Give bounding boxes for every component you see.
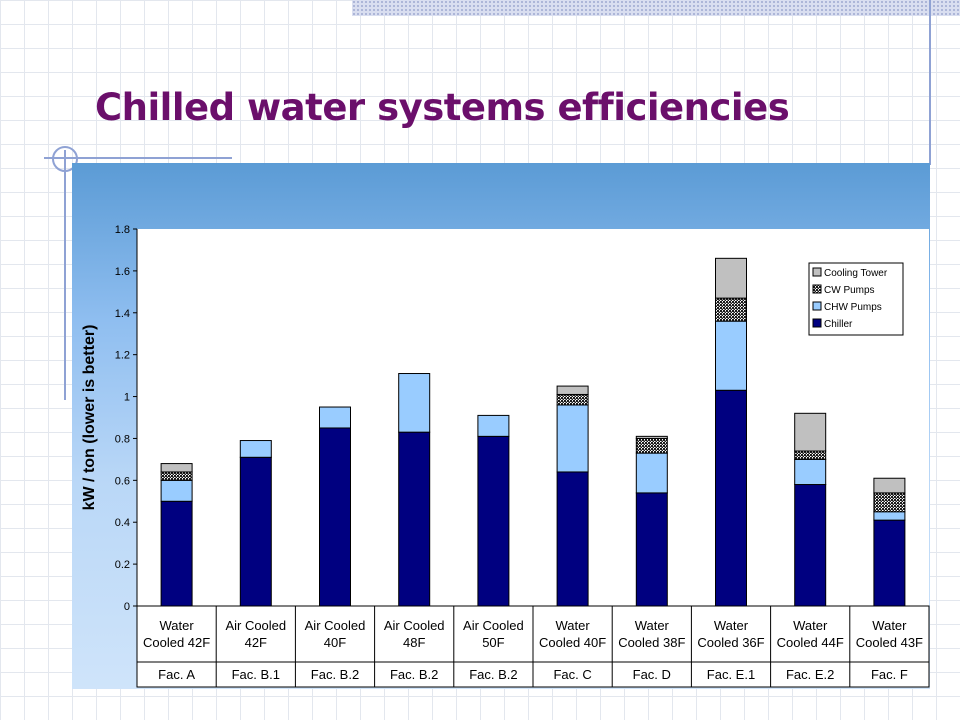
category-label-line1: Water: [555, 618, 590, 633]
category-label-line1: Air Cooled: [463, 618, 524, 633]
y-tick-label: 0.4: [115, 517, 130, 529]
decorative-vertical-rule: [64, 150, 66, 400]
category-label-line2: 48F: [403, 635, 425, 650]
category-label-line2: 50F: [482, 635, 504, 650]
category-label-line2: Cooled 43F: [856, 635, 923, 650]
category-label-line2: Cooled 40F: [539, 635, 606, 650]
category-label-line1: Water: [872, 618, 907, 633]
bar-segment-chw-pumps: [319, 406, 351, 429]
facility-label: Fac. D: [633, 667, 671, 682]
bar-segment-cw-pumps: [715, 297, 747, 322]
bar-segment-chw-pumps: [160, 479, 193, 502]
bar-segment-cw-pumps: [794, 450, 827, 460]
category-label-line1: Water: [714, 618, 749, 633]
legend-swatch-chw-pumps: [812, 301, 822, 311]
y-axis-label: kW / ton (lower is better): [81, 325, 98, 511]
facility-label: Fac. C: [553, 667, 591, 682]
top-decorative-band: [352, 0, 960, 16]
bar-segment-chw-pumps: [873, 511, 906, 521]
bar-segment-cw-pumps: [873, 492, 906, 513]
legend-box: [808, 262, 904, 336]
facility-label: Fac. B.2: [469, 667, 517, 682]
category-label-line2: Cooled 36F: [697, 635, 764, 650]
bar-segment-chw-pumps: [715, 320, 747, 391]
category-label-line2: Cooled 42F: [143, 635, 210, 650]
legend-label: CW Pumps: [824, 285, 875, 296]
category-label-line2: 40F: [324, 635, 346, 650]
y-tick-label: 0: [124, 601, 130, 613]
category-label-line2: Cooled 38F: [618, 635, 685, 650]
slide-title: Chilled water systems efficiencies: [95, 86, 790, 129]
legend-swatch-cw-pumps: [812, 284, 822, 294]
category-label-line1: Air Cooled: [384, 618, 445, 633]
bar-segment-chiller: [635, 492, 668, 607]
bar-segment-cooling-tower: [635, 435, 668, 439]
y-tick-label: 1.8: [115, 224, 130, 236]
category-label-line2: Cooled 44F: [777, 635, 844, 650]
y-tick-label: 1.4: [115, 308, 130, 320]
y-tick-label: 0.2: [115, 559, 130, 571]
bar-segment-chw-pumps: [635, 452, 668, 494]
category-label-line1: Air Cooled: [305, 618, 366, 633]
bar-segment-cooling-tower: [794, 412, 827, 452]
bar-segment-chw-pumps: [556, 404, 589, 473]
legend-swatch-cooling-tower: [812, 267, 822, 277]
bar-segment-cw-pumps: [556, 393, 589, 406]
category-label-line1: Water: [635, 618, 670, 633]
facility-label: Fac. F: [871, 667, 908, 682]
facility-label: Fac. B.2: [390, 667, 438, 682]
bar-segment-cw-pumps: [635, 437, 668, 454]
y-tick-label: 1.6: [115, 266, 130, 278]
bar-segment-chiller: [556, 471, 589, 607]
bar-segment-chw-pumps: [477, 414, 510, 437]
bar-segment-chiller: [160, 500, 193, 607]
legend-label: Chiller: [824, 319, 853, 330]
bar-segment-chw-pumps: [239, 440, 272, 458]
legend-label: CHW Pumps: [824, 302, 882, 313]
facility-label: Fac. E.2: [786, 667, 834, 682]
y-tick-label: 0.8: [115, 433, 130, 445]
bar-segment-cooling-tower: [160, 463, 193, 473]
bar-segment-chiller: [873, 519, 906, 607]
category-label-line1: Water: [159, 618, 194, 633]
decorative-horizontal-rule: [44, 157, 232, 159]
bar-segment-cooling-tower: [556, 385, 589, 395]
bar-segment-chiller: [477, 435, 510, 607]
bar-segment-chiller: [715, 389, 747, 607]
bar-segment-chw-pumps: [398, 373, 431, 433]
bar-segment-chiller: [398, 431, 431, 607]
facility-label: Fac. A: [158, 667, 195, 682]
bar-segment-chiller: [319, 427, 351, 607]
facility-label: Fac. E.1: [707, 667, 755, 682]
decorative-ring-icon: [52, 146, 78, 172]
category-label-line2: 42F: [245, 635, 267, 650]
facility-label: Fac. B.2: [311, 667, 359, 682]
bar-segment-chiller: [239, 456, 272, 607]
chart-panel: 0 0.2 0.4 0.6 0.8 1 1.2 1.4 1.6 1.8 kW / ton (lowe…: [72, 163, 930, 689]
y-tick-label: 0.6: [115, 475, 130, 487]
y-tick-label: 1: [124, 392, 130, 404]
stacked-bar-chart: 0 0.2 0.4 0.6 0.8 1 1.2 1.4 1.6 1.8 kW / ton (lowe…: [81, 224, 930, 688]
y-tick-label: 1.2: [115, 350, 130, 362]
decorative-vertical-rule-right: [929, 0, 931, 165]
bar-segment-cooling-tower: [715, 257, 747, 299]
bar-segment-cooling-tower: [873, 477, 906, 494]
category-label-line1: Water: [793, 618, 828, 633]
bar-segment-chw-pumps: [794, 458, 827, 486]
legend-swatch-chiller: [812, 318, 822, 328]
facility-label: Fac. B.1: [232, 667, 280, 682]
category-label-line1: Air Cooled: [225, 618, 286, 633]
bar-segment-cw-pumps: [160, 471, 193, 481]
legend-label: Cooling Tower: [824, 268, 888, 279]
bar-segment-chiller: [794, 484, 827, 607]
